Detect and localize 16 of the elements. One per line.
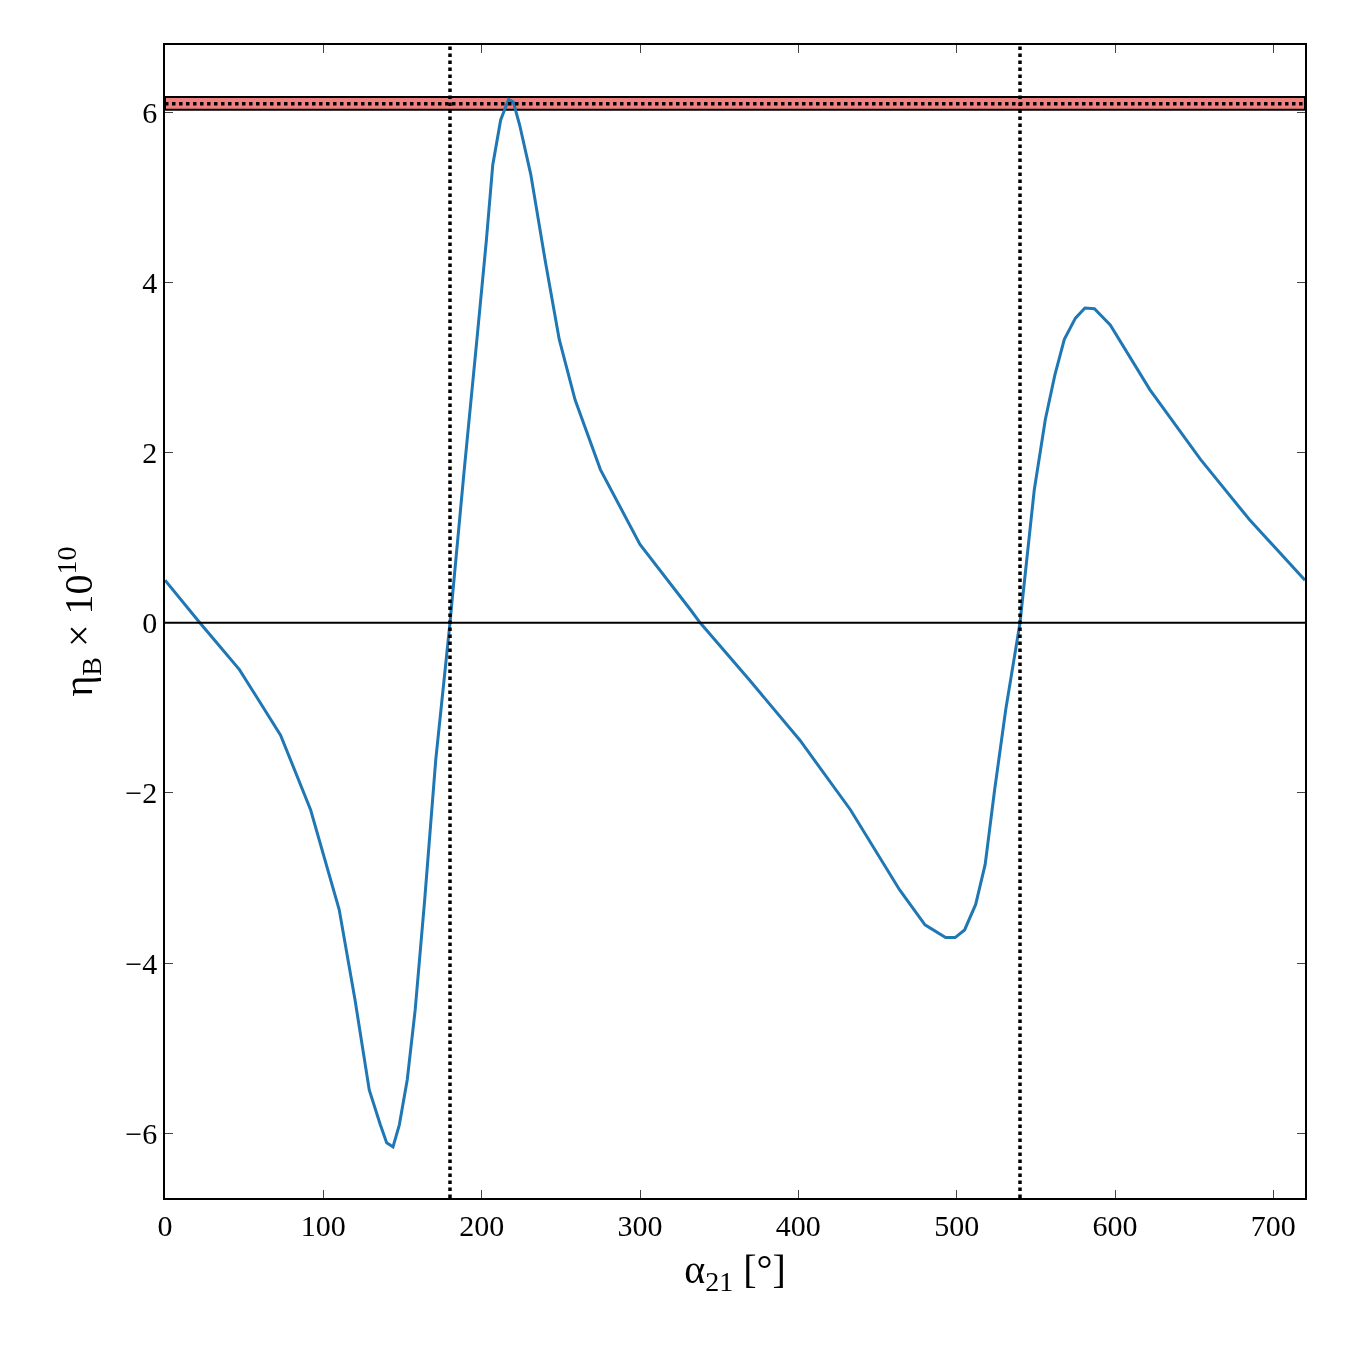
y-tick-label: 6 (142, 95, 158, 129)
x-tick-label: 600 (1092, 1208, 1138, 1242)
y-tick-label: 4 (142, 265, 158, 299)
x-tick-label: 700 (1250, 1208, 1296, 1242)
line-series (165, 97, 1305, 1149)
x-tick-label: 500 (934, 1208, 980, 1242)
x-tick-label: 200 (459, 1208, 505, 1242)
y-tick-label: 2 (142, 436, 158, 470)
x-tick-label: 300 (617, 1208, 663, 1242)
y-tick-label: −4 (125, 946, 158, 980)
y-tick-label: −2 (125, 776, 158, 810)
y-tick-label: −6 (125, 1116, 158, 1150)
y-tick-label: 0 (142, 606, 158, 640)
x-tick-label: 100 (300, 1208, 346, 1242)
x-axis-title: α$_{21}$ [°] (684, 1246, 786, 1298)
x-tick-label: 400 (775, 1208, 821, 1242)
